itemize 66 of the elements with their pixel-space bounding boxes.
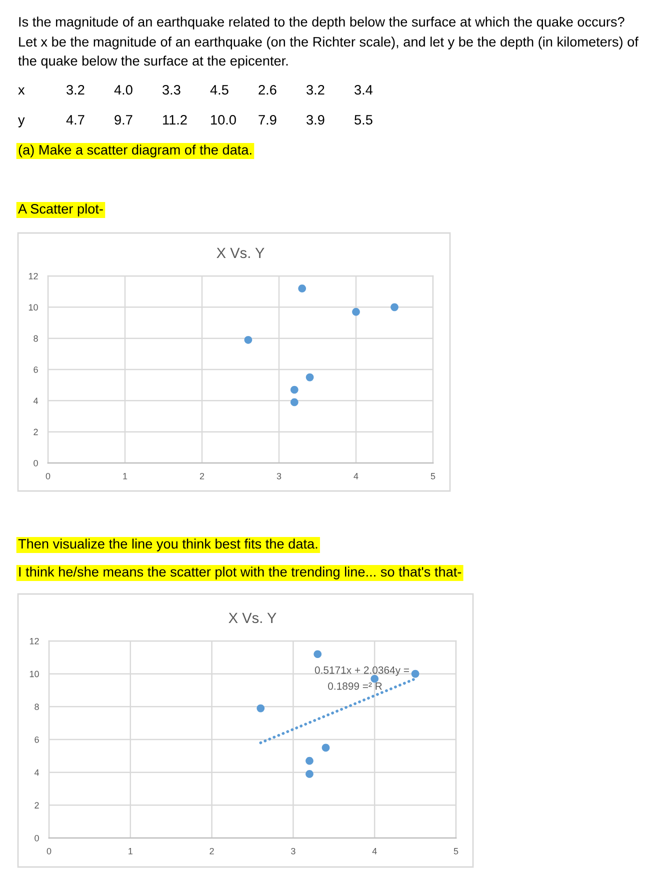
y-tick-label: 4 xyxy=(34,769,40,776)
text: 9.7 xyxy=(114,115,132,125)
x-tick-label: 4 xyxy=(372,848,377,854)
text: y xyxy=(18,117,25,128)
y-tick-label: 6 xyxy=(34,366,38,373)
y-tick-label: 4 xyxy=(33,398,38,404)
text: 2.6 xyxy=(258,85,276,95)
y-tick-label: 10 xyxy=(30,670,39,678)
annotation: 0.5171x + 2.0364y = xyxy=(314,666,409,676)
text: Then visualize the line you think best fits the data. xyxy=(18,538,318,552)
y-tick-label: 2 xyxy=(34,802,39,808)
point xyxy=(306,373,314,382)
text: (a) Make a scatter diagram of the data. xyxy=(18,144,252,158)
y-tick-label: 12 xyxy=(30,638,39,644)
text: 3.2 xyxy=(66,85,84,95)
text: x xyxy=(18,87,25,95)
y-tick-label: 0 xyxy=(34,460,38,466)
x-tick-label: 1 xyxy=(123,473,128,480)
x-tick-label: 0 xyxy=(46,848,52,854)
text: Let x be the magnitude of an earthquake (on the Richter scale), and let y be the depth (in kilometers) of xyxy=(19,36,638,50)
x-tick-label: 1 xyxy=(128,848,132,854)
x-tick-label: 5 xyxy=(454,848,458,854)
point xyxy=(390,303,398,312)
text: 5.5 xyxy=(354,115,372,125)
point xyxy=(314,650,322,658)
x-tick-label: 0 xyxy=(46,472,50,480)
point xyxy=(306,756,314,765)
text: 11.2 xyxy=(163,115,187,125)
text: 7.9 xyxy=(258,115,276,125)
text: 3.3 xyxy=(162,85,180,95)
y-tick-label: 10 xyxy=(28,304,38,311)
annotation: 0.1899 =² R xyxy=(328,682,382,690)
x-tick-label: 4 xyxy=(354,473,358,480)
x-tick-label: 5 xyxy=(430,473,436,480)
y-tick-label: 8 xyxy=(34,704,39,710)
y-tick-label: 8 xyxy=(34,335,38,342)
point xyxy=(306,770,314,778)
point xyxy=(352,308,360,316)
text: 4.7 xyxy=(66,115,84,125)
point xyxy=(411,670,420,678)
point xyxy=(298,284,306,292)
y-tick-label: 12 xyxy=(28,272,38,280)
text: 10.0 xyxy=(211,115,236,125)
text: 3.9 xyxy=(306,115,324,125)
text: I think he/she means the scatter plot with the trending line... so that's that- xyxy=(19,566,462,580)
chart-title: X Vs. Y xyxy=(228,612,276,624)
x-tick-label: 2 xyxy=(200,472,204,480)
x-tick-label: 3 xyxy=(291,848,296,854)
text: 3.2 xyxy=(306,85,324,95)
chart-title: X Vs. Y xyxy=(216,248,264,258)
y-tick-label: 0 xyxy=(34,834,39,842)
x-tick-label: 3 xyxy=(276,472,282,480)
point xyxy=(322,744,330,752)
text: A Scatter plot- xyxy=(18,204,103,216)
y-tick-label: 6 xyxy=(34,736,39,743)
text: the quake below the surface at the epicenter. xyxy=(18,56,288,68)
point xyxy=(256,704,265,712)
text: 3.4 xyxy=(354,85,373,95)
text: 4.5 xyxy=(210,85,228,95)
x-tick-label: 2 xyxy=(210,848,214,854)
text: 4.0 xyxy=(114,85,132,95)
y-tick-label: 2 xyxy=(34,428,38,436)
point xyxy=(290,386,298,394)
point xyxy=(290,398,298,406)
point xyxy=(244,336,252,344)
text: Is the magnitude of an earthquake related to the depth below the surface at which the quake occurs? xyxy=(19,16,624,30)
